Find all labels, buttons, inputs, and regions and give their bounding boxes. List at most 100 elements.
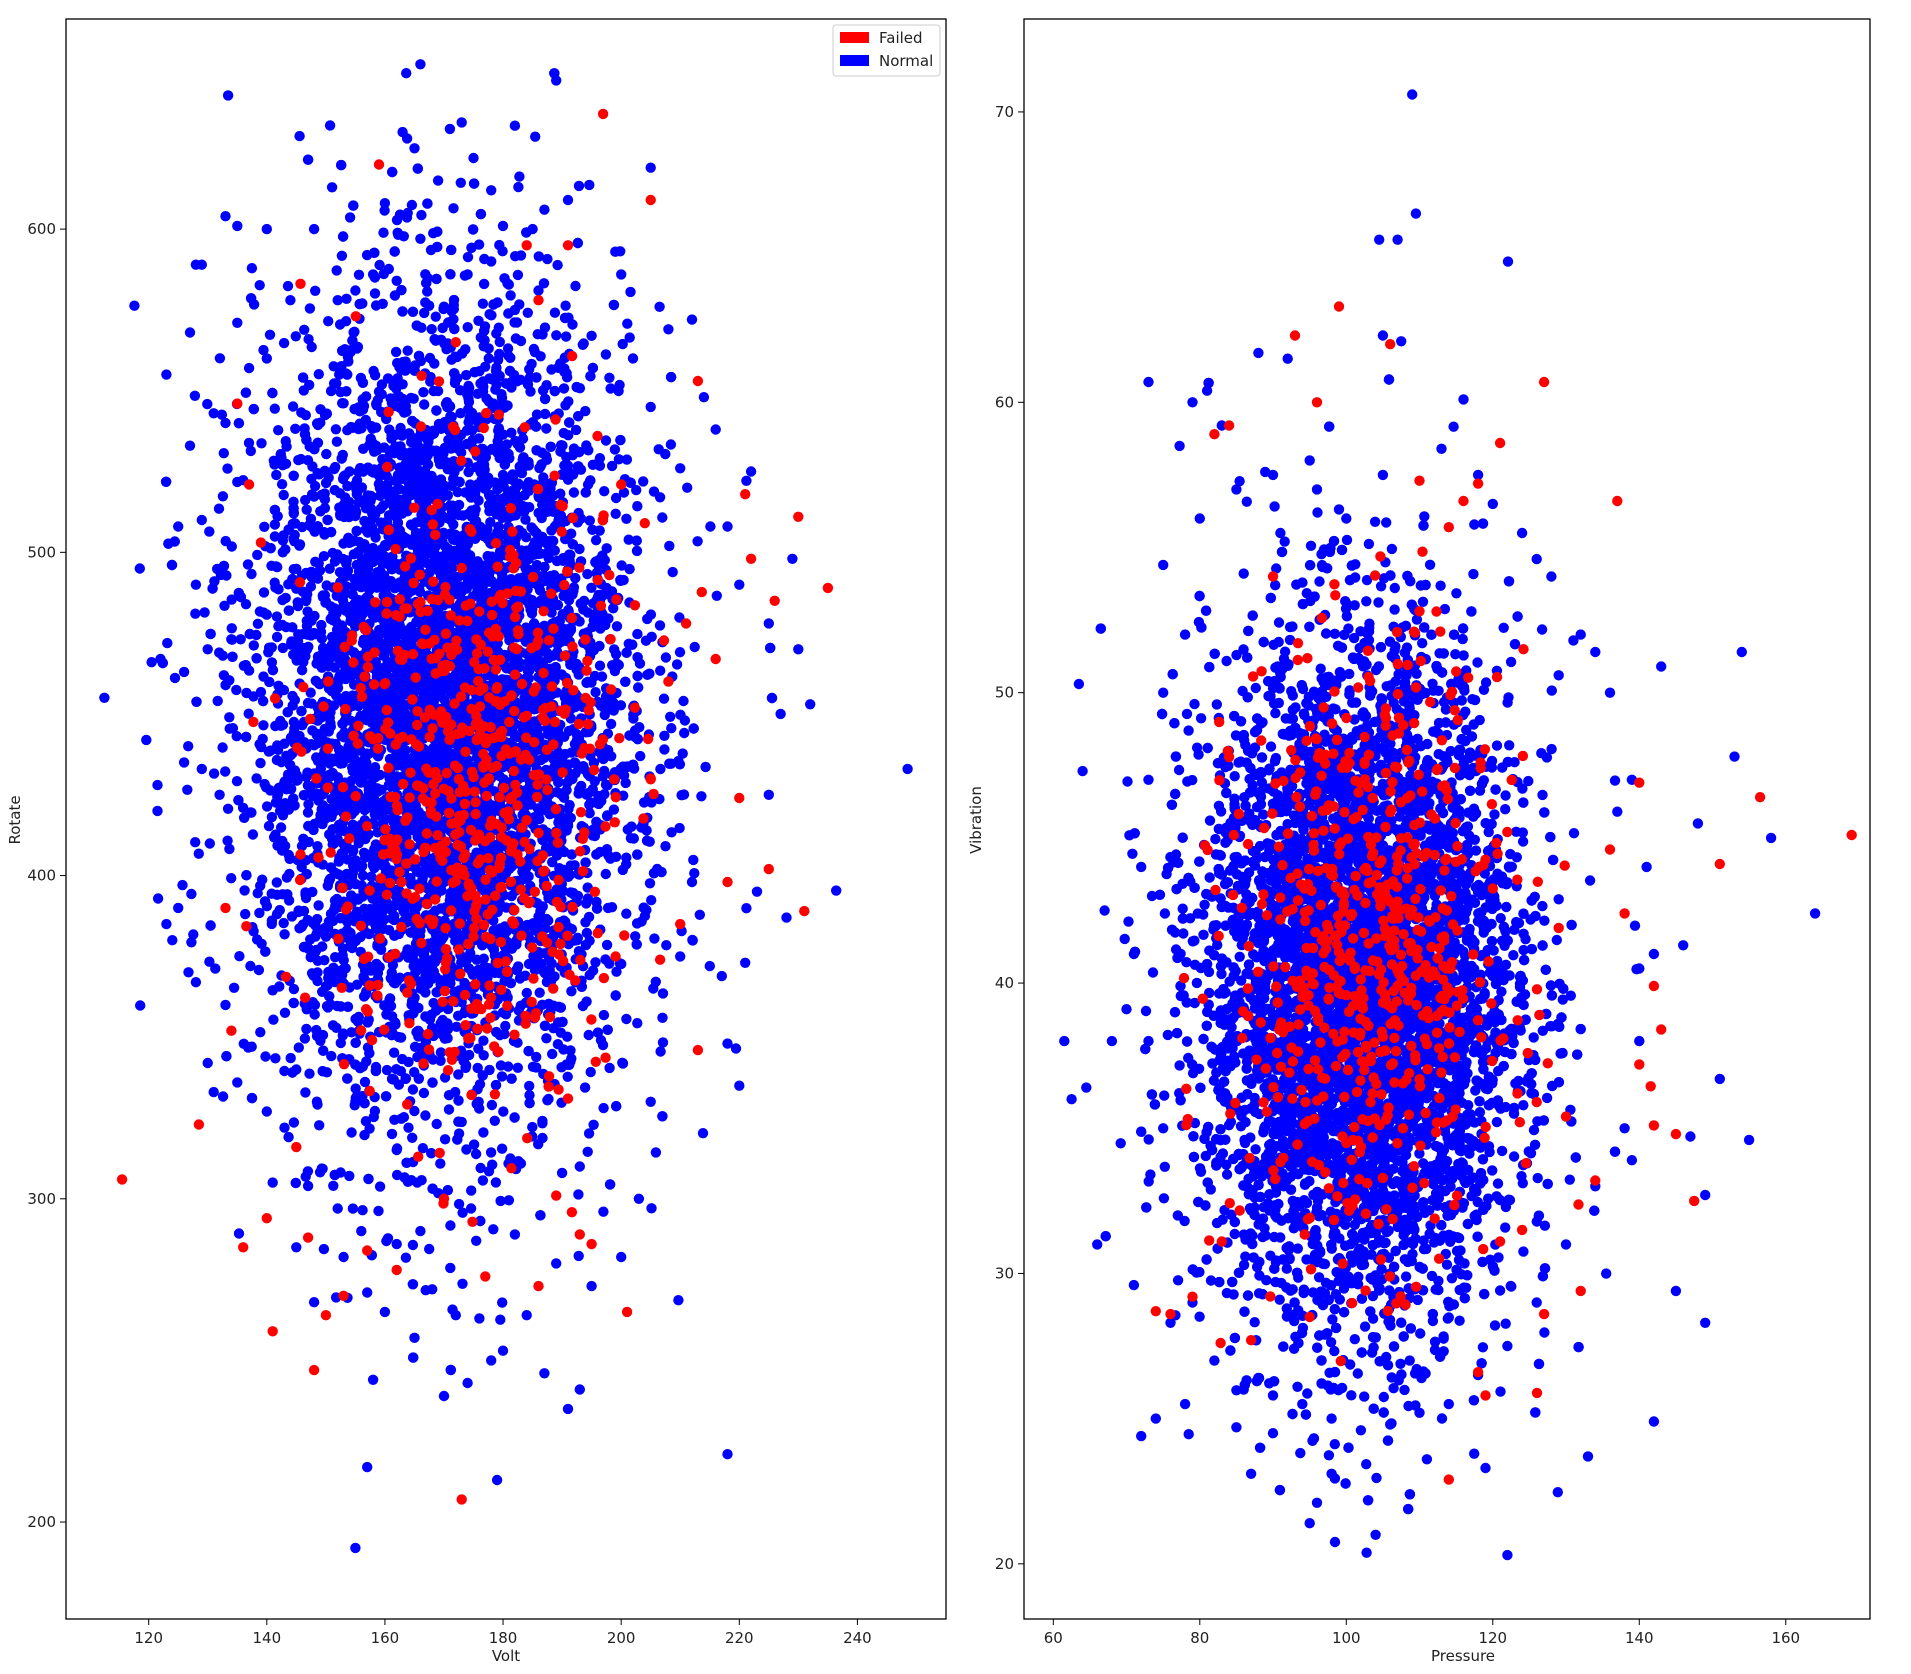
normal-point: [406, 485, 417, 496]
normal-point: [622, 318, 633, 329]
normal-point: [674, 647, 686, 658]
normal-point: [248, 640, 259, 651]
normal-point: [583, 911, 595, 923]
normal-point: [368, 365, 379, 377]
normal-point: [558, 427, 569, 439]
normal-point: [224, 712, 235, 723]
normal-point: [258, 587, 270, 598]
normal-point: [378, 227, 389, 238]
normal-point: [606, 902, 618, 913]
normal-point: [169, 672, 181, 684]
normal-point: [403, 1122, 414, 1133]
normal-point: [344, 212, 356, 223]
normal-point: [183, 741, 194, 752]
normal-point: [290, 331, 301, 342]
normal-point: [632, 501, 643, 512]
normal-point: [520, 532, 532, 543]
normal-point: [634, 722, 645, 733]
normal-point: [346, 691, 357, 702]
normal-point: [220, 766, 231, 777]
normal-point: [208, 768, 220, 779]
normal-point: [330, 424, 342, 435]
normal-point: [277, 594, 288, 606]
normal-point: [384, 925, 395, 936]
normal-point: [667, 566, 678, 578]
normal-point: [633, 682, 644, 693]
normal-point: [252, 618, 264, 629]
normal-point: [567, 319, 578, 330]
normal-point: [577, 1000, 589, 1012]
normal-point: [496, 1071, 508, 1082]
normal-point: [700, 761, 711, 773]
normal-point: [594, 660, 606, 671]
normal-point: [552, 259, 563, 271]
normal-point: [266, 811, 278, 823]
normal-point: [590, 535, 602, 546]
normal-point: [252, 549, 263, 561]
normal-point: [246, 263, 258, 274]
normal-point: [527, 1121, 538, 1133]
normal-point: [353, 269, 365, 280]
normal-point: [581, 927, 593, 939]
normal-point: [284, 868, 295, 880]
normal-point: [312, 955, 323, 966]
volt-rotate-points: [99, 59, 913, 1554]
normal-point: [257, 874, 268, 885]
normal-point: [420, 1110, 431, 1121]
normal-point: [418, 1087, 430, 1099]
normal-point: [240, 908, 251, 920]
normal-point: [498, 1106, 509, 1117]
normal-point: [182, 784, 193, 795]
normal-point: [689, 868, 700, 879]
normal-point: [657, 1037, 669, 1048]
normal-point: [510, 251, 521, 262]
normal-point: [288, 1117, 300, 1128]
normal-point: [254, 280, 265, 291]
normal-point: [424, 352, 436, 364]
normal-point: [217, 742, 228, 753]
normal-point: [280, 458, 292, 469]
normal-point: [463, 466, 474, 478]
normal-point: [346, 1127, 357, 1138]
normal-point: [688, 854, 699, 866]
normal-point: [599, 709, 610, 721]
normal-point: [391, 1143, 403, 1154]
normal-point: [289, 723, 300, 734]
normal-point: [285, 1052, 296, 1064]
normal-point: [328, 1180, 339, 1192]
normal-point: [302, 807, 314, 818]
normal-point: [689, 641, 700, 653]
normal-point: [253, 964, 265, 976]
normal-point: [512, 1062, 523, 1074]
normal-point: [231, 776, 243, 787]
normal-point: [301, 1023, 312, 1035]
normal-point: [263, 746, 274, 757]
normal-point: [426, 324, 437, 335]
normal-point: [694, 909, 705, 920]
normal-point: [716, 970, 727, 982]
normal-point: [324, 563, 335, 574]
normal-point: [568, 487, 580, 498]
normal-point: [457, 1207, 468, 1218]
normal-point: [302, 697, 314, 709]
normal-point: [605, 383, 616, 394]
normal-point: [582, 1146, 593, 1158]
normal-point: [268, 1014, 279, 1025]
normal-point: [453, 1198, 465, 1210]
normal-point: [283, 895, 295, 906]
normal-point: [514, 171, 525, 182]
normal-point: [359, 1076, 371, 1088]
normal-point: [632, 628, 643, 640]
normal-point: [222, 90, 234, 101]
normal-point: [503, 1061, 514, 1072]
normal-point: [620, 777, 631, 789]
normal-point: [598, 1102, 609, 1114]
normal-point: [644, 836, 655, 847]
normal-point: [581, 898, 592, 909]
normal-point: [512, 269, 524, 281]
normal-point: [239, 885, 250, 896]
normal-point: [277, 642, 289, 654]
normal-point: [189, 390, 201, 401]
normal-point: [497, 1297, 508, 1308]
